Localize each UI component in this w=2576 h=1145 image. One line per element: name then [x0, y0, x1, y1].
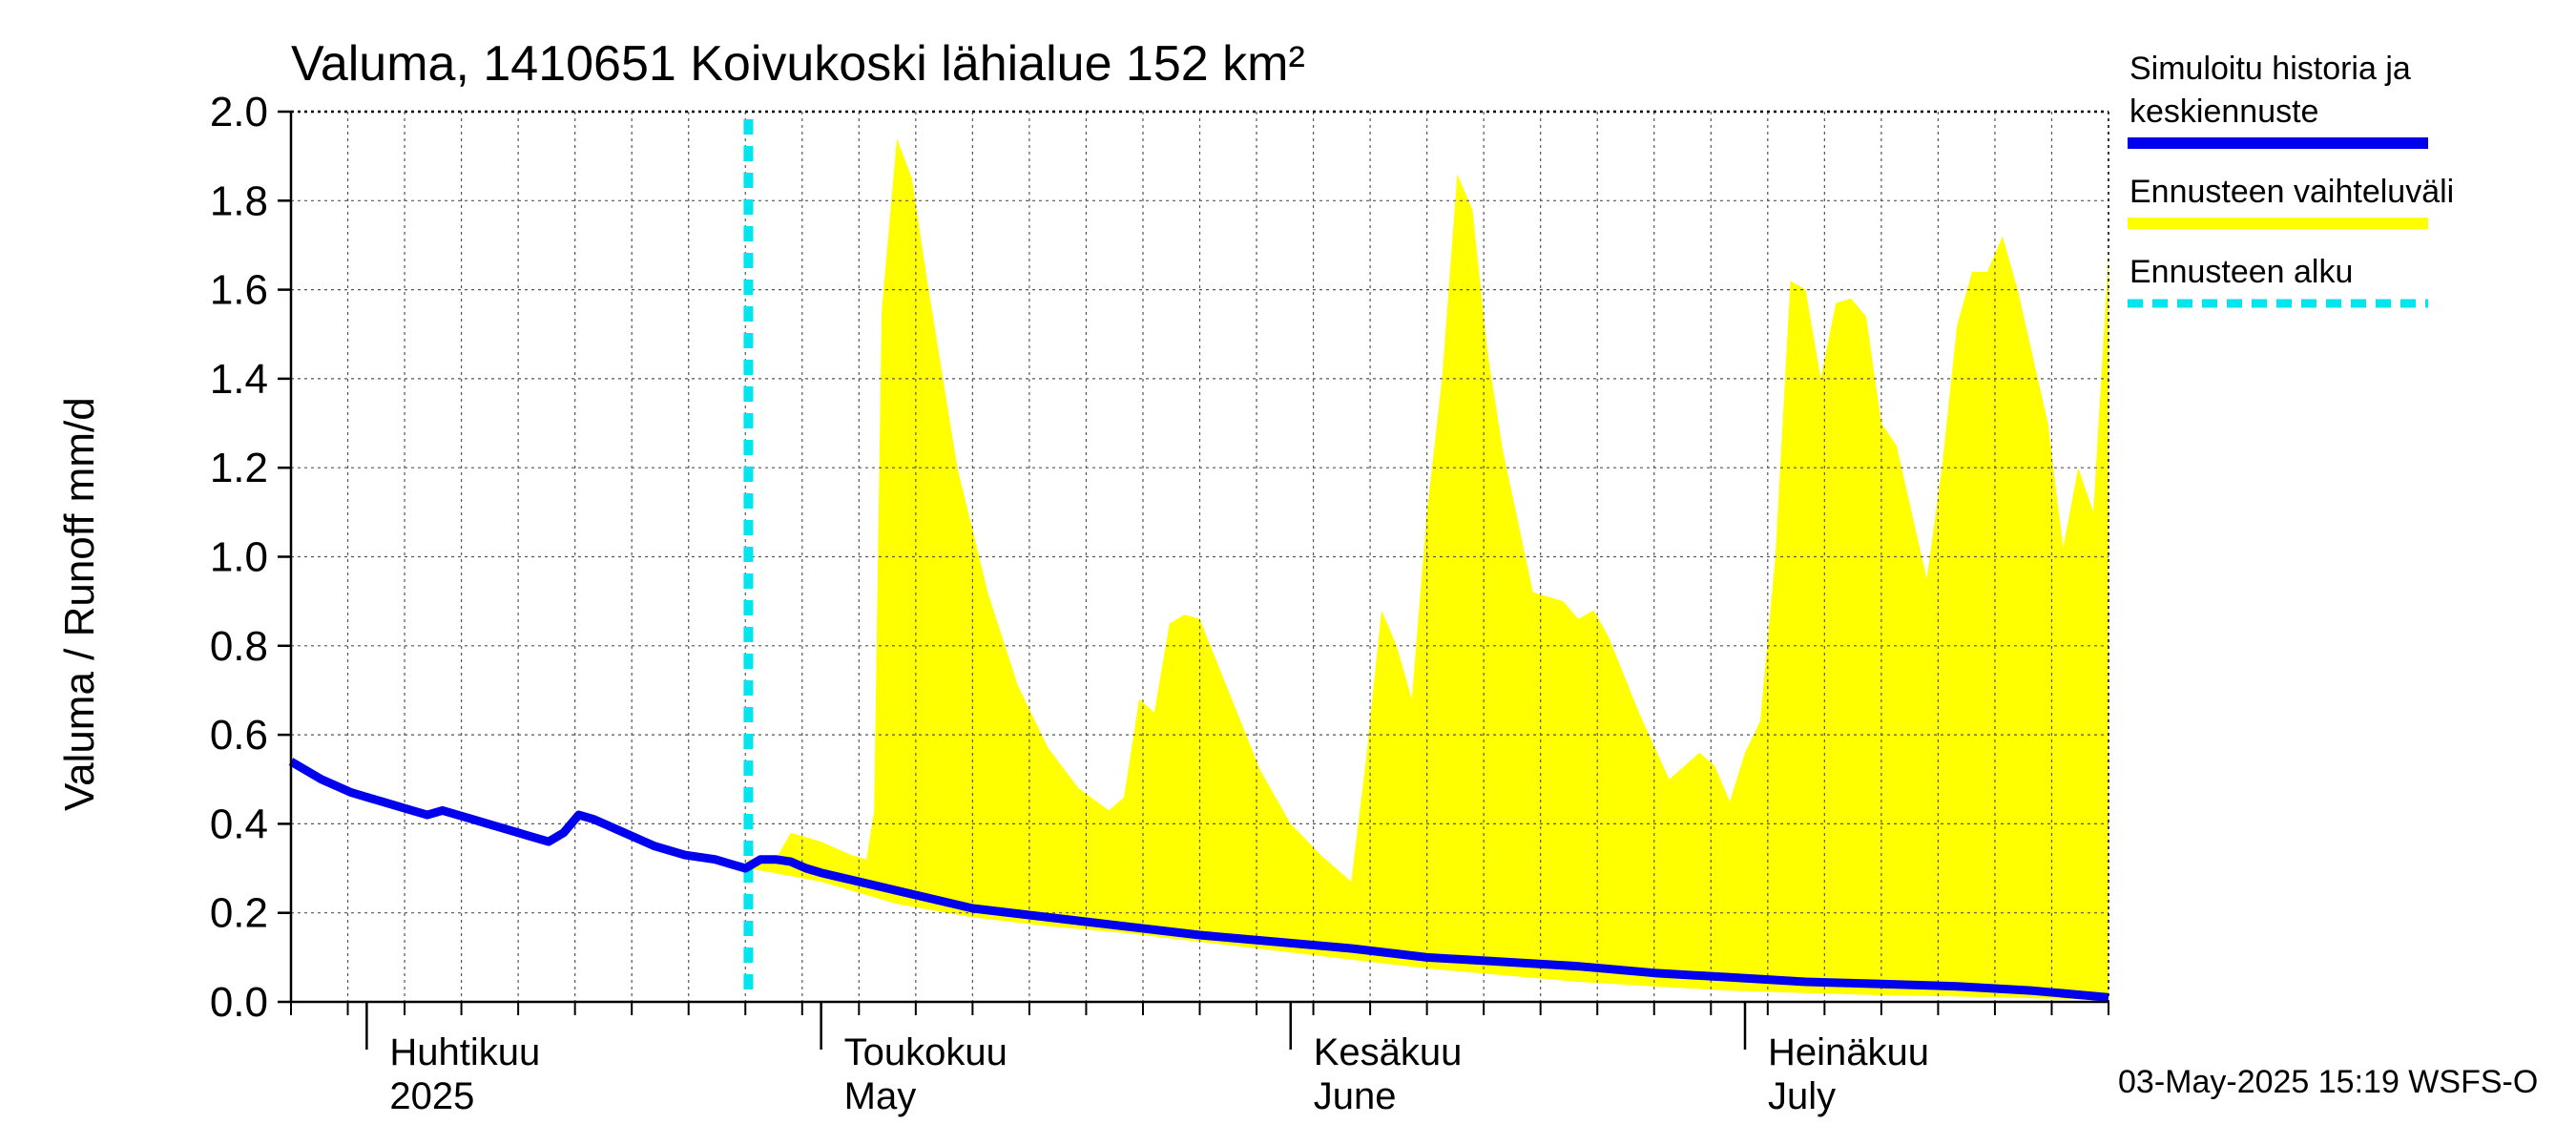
chart-title: Valuma, 1410651 Koivukoski lähialue 152 … — [291, 36, 1305, 92]
simulated-history-line — [288, 758, 2109, 1002]
legend: Simuloitu historia ja keskiennuste Ennuste… — [2128, 51, 2454, 308]
x-month-label-en: June — [1314, 1075, 1397, 1117]
line-layer — [288, 119, 2109, 1002]
x-month-label-fi: Huhtikuu — [389, 1031, 540, 1073]
y-tick-label: 1.6 — [210, 267, 268, 314]
legend-label: Ennusteen alku — [2129, 254, 2353, 290]
y-tick-label: 0.6 — [210, 712, 268, 759]
x-month-label-fi: Kesäkuu — [1314, 1031, 1463, 1073]
x-month-label-en: 2025 — [389, 1075, 474, 1117]
y-tick-label: 2.0 — [210, 89, 268, 135]
y-tick-label: 1.8 — [210, 177, 268, 224]
x-month-label-en: July — [1768, 1075, 1836, 1117]
y-tick-label: 0.4 — [210, 801, 268, 847]
y-tick-label: 0.0 — [210, 979, 268, 1026]
legend-label: Ennusteen vaihteluväli — [2129, 174, 2454, 210]
legend-label: Simuloitu historia ja — [2129, 51, 2411, 87]
timestamp: 03-May-2025 15:19 WSFS-O — [2118, 1064, 2538, 1100]
x-month-label-en: May — [844, 1075, 917, 1117]
y-tick-label: 0.8 — [210, 623, 268, 670]
y-tick-label: 1.4 — [210, 356, 268, 403]
legend-label: keskiennuste — [2129, 94, 2318, 130]
forecast-band-layer — [748, 138, 2109, 1000]
label-layer: 0.0 0.2 0.4 0.6 0.8 1.0 1.2 1.4 1.6 1.8 2.0 Huhtiku… — [210, 89, 1929, 1117]
axis-layer — [278, 110, 2109, 1050]
forecast-range-band — [748, 138, 2109, 1000]
y-tick-label: 1.2 — [210, 445, 268, 491]
y-tick-label: 0.2 — [210, 890, 268, 937]
y-axis-label: Valuma / Runoff mm/d — [56, 397, 103, 811]
x-month-label-fi: Toukokuu — [844, 1031, 1008, 1073]
grid-layer — [290, 112, 2109, 1002]
y-tick-label: 1.0 — [210, 534, 268, 581]
x-month-label-fi: Heinäkuu — [1768, 1031, 1929, 1073]
